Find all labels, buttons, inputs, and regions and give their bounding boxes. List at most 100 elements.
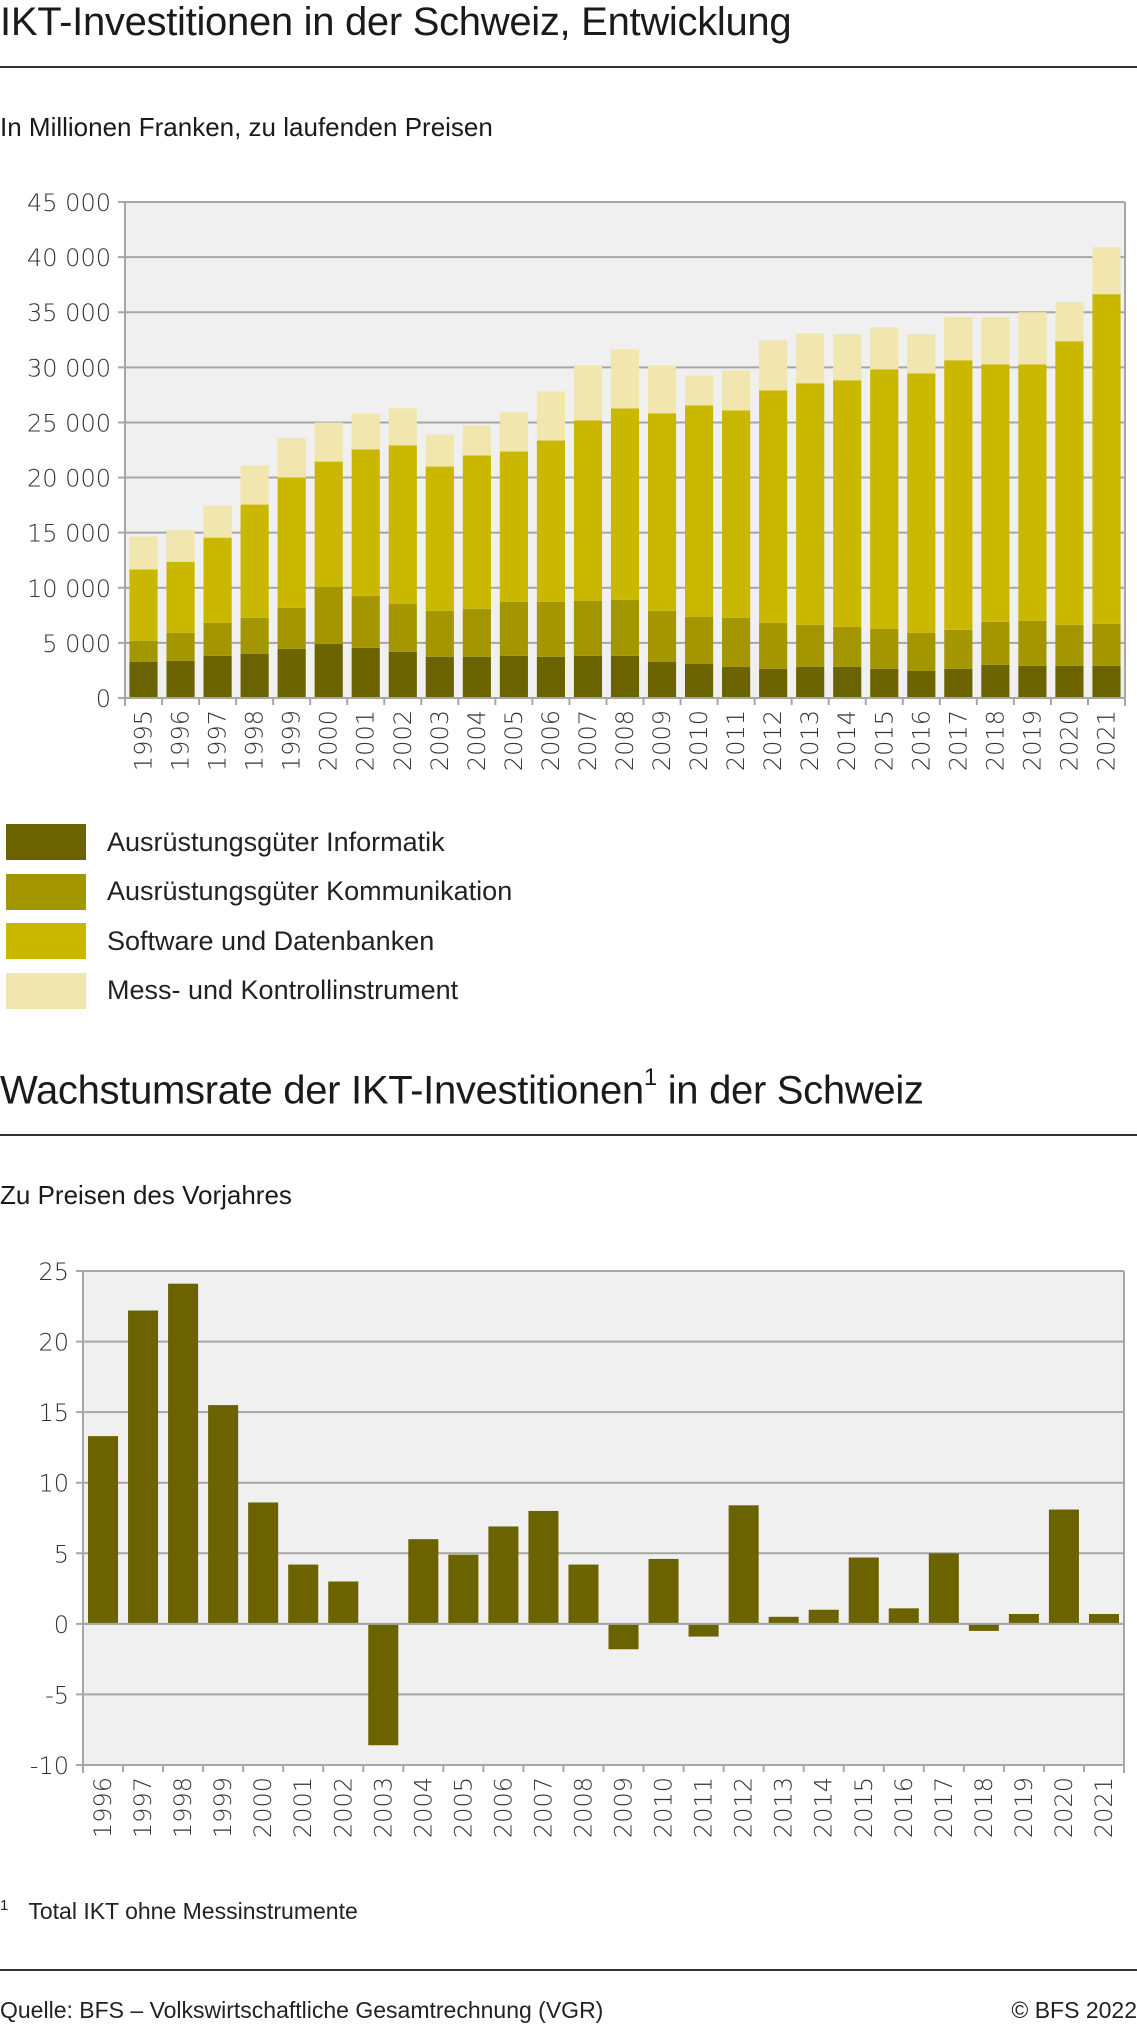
bar-segment-1 xyxy=(1018,665,1047,698)
bar xyxy=(848,1557,879,1624)
bar xyxy=(1048,1509,1079,1624)
bar-segment-2 xyxy=(499,601,528,656)
x-tick-label: 2000 xyxy=(315,710,343,771)
bar-segment-4 xyxy=(1092,247,1121,295)
legend-swatch xyxy=(6,873,86,910)
legend-item: Ausrüstungsgüter Kommunikation xyxy=(6,873,512,910)
chart1-subtitle: In Millionen Franken, zu laufenden Preis… xyxy=(0,112,493,142)
bar-segment-1 xyxy=(388,651,417,698)
bar-segment-4 xyxy=(314,422,343,462)
copyright-text: © BFS 2022 xyxy=(1011,1997,1137,2023)
x-tick-label: 2020 xyxy=(1055,710,1083,771)
bar-segment-3 xyxy=(647,413,677,611)
bar-segment-1 xyxy=(981,664,1010,698)
x-tick-label: 2021 xyxy=(1092,710,1120,771)
bar xyxy=(88,1436,119,1624)
footnote-number: 1 xyxy=(0,1897,9,1914)
bar-segment-1 xyxy=(685,663,714,698)
title-divider-2 xyxy=(0,1134,1137,1136)
bar-segment-3 xyxy=(1018,364,1047,621)
bar-segment-3 xyxy=(536,440,565,602)
bar xyxy=(248,1502,279,1624)
bar-segment-3 xyxy=(166,561,195,633)
bar-segment-2 xyxy=(203,622,232,656)
bar-segment-2 xyxy=(870,628,899,669)
bar-segment-4 xyxy=(277,438,306,478)
bar xyxy=(648,1558,679,1624)
bar-segment-2 xyxy=(462,608,491,657)
bar-segment-1 xyxy=(499,655,528,698)
growth-bar-chart: -10 -5 0 5 10 15 20 25 1996 1997 1998 1999 2000 2001 2… xyxy=(30,1258,1125,1838)
x-tick-label: 2018 xyxy=(981,710,1009,771)
bar xyxy=(608,1623,639,1650)
stacked-bar-chart: 0 5 000 10 000 15 000 20 000 25 000 30 000 35 0… xyxy=(27,189,1126,771)
bar xyxy=(368,1623,399,1746)
bar-segment-2 xyxy=(1092,623,1121,666)
bar-segment-1 xyxy=(833,666,862,698)
bar xyxy=(928,1553,959,1624)
chart1-title: IKT-Investitionen in der Schweiz, Entwic… xyxy=(0,0,792,44)
x-tick-label: 2001 xyxy=(289,1777,317,1838)
bar-segment-3 xyxy=(759,390,788,623)
legend-label: Software und Datenbanken xyxy=(107,925,435,956)
bar-segment-3 xyxy=(944,360,973,630)
y-tick-label: 5 000 xyxy=(42,630,111,658)
bar-segment-3 xyxy=(685,405,714,617)
y-tick-label: 25 xyxy=(38,1258,69,1286)
bar-segment-4 xyxy=(203,505,232,538)
x-tick-label: 1999 xyxy=(209,1777,237,1838)
bar xyxy=(488,1526,519,1624)
bar-segment-2 xyxy=(425,610,454,657)
bar xyxy=(168,1283,199,1624)
bar-segment-3 xyxy=(129,569,158,641)
bar xyxy=(128,1310,159,1624)
bar-segment-1 xyxy=(796,666,825,698)
x-tick-label: 2011 xyxy=(690,1777,718,1838)
bar-segment-1 xyxy=(129,661,158,698)
bar-segment-1 xyxy=(722,666,751,698)
x-tick-label: 1997 xyxy=(204,710,232,771)
x-tick-label: 2006 xyxy=(537,710,565,771)
x-tick-label: 2010 xyxy=(650,1777,678,1838)
x-tick-label: 2008 xyxy=(569,1777,597,1838)
x-tick-label: 2019 xyxy=(1010,1777,1038,1838)
bar-segment-2 xyxy=(722,617,751,667)
y-tick-label: 0 xyxy=(54,1611,69,1639)
bar-segment-4 xyxy=(722,370,751,411)
bar-segment-1 xyxy=(240,653,269,698)
legend-item: Ausrüstungsgüter Informatik xyxy=(6,824,512,860)
bar-segment-2 xyxy=(944,629,973,669)
bar-segment-2 xyxy=(314,586,343,644)
bar-segment-4 xyxy=(907,334,936,374)
bar-segment-4 xyxy=(499,412,528,452)
bar-segment-4 xyxy=(388,408,417,446)
x-tick-label: 2016 xyxy=(890,1777,918,1838)
footer-divider xyxy=(0,1969,1137,1971)
y-tick-label: 20 xyxy=(38,1329,69,1357)
y-tick-label: 0 xyxy=(96,685,111,713)
y-tick-label: 45 000 xyxy=(27,189,111,217)
bar-segment-1 xyxy=(944,668,973,698)
legend-swatch xyxy=(6,824,86,860)
bar-segment-3 xyxy=(870,369,899,629)
x-tick-label: 2013 xyxy=(796,710,824,771)
x-tick-label: 2016 xyxy=(907,710,935,771)
y-tick-label: 10 xyxy=(38,1470,69,1498)
bar-segment-1 xyxy=(536,656,565,698)
y-tick-label: -10 xyxy=(30,1752,69,1780)
bar-segment-4 xyxy=(685,375,714,406)
bar-segment-2 xyxy=(685,616,714,664)
x-tick-label: 1996 xyxy=(167,710,195,771)
x-tick-label: 2005 xyxy=(449,1777,477,1838)
bar-segment-2 xyxy=(981,621,1010,665)
bar-segment-1 xyxy=(1092,665,1121,698)
y-tick-label: 35 000 xyxy=(27,299,111,327)
x-tick-label: 2003 xyxy=(426,710,454,771)
y-tick-label: -5 xyxy=(45,1681,69,1709)
y-tick-label: 40 000 xyxy=(27,244,111,272)
x-tick-label: 2001 xyxy=(352,710,380,771)
bar-segment-2 xyxy=(833,626,862,667)
x-tick-label: 2013 xyxy=(770,1777,798,1838)
bar-segment-4 xyxy=(944,317,973,361)
bar-segment-3 xyxy=(907,373,936,633)
